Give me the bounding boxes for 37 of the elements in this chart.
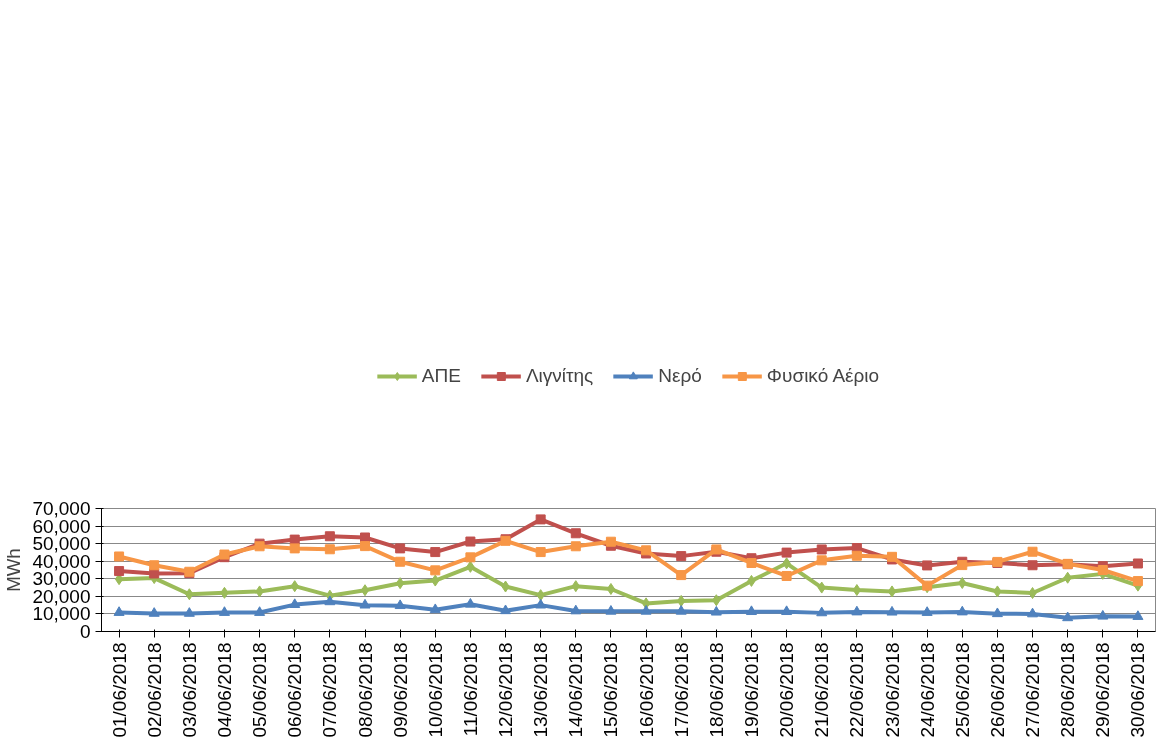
y-tick-label: 0 [79, 621, 91, 642]
x-tick-label: 18/06/2018 [705, 642, 727, 738]
x-tick-label: 04/06/2018 [213, 642, 235, 738]
x-tick-label: 17/06/2018 [670, 642, 692, 738]
x-tick-label: 21/06/2018 [811, 642, 833, 738]
x-tick-label: 12/06/2018 [495, 642, 517, 738]
x-tick-label: 19/06/2018 [740, 642, 762, 738]
legend-label: ΑΠΕ [421, 364, 461, 387]
x-tick-label: 22/06/2018 [846, 642, 868, 738]
y-axis-title: MWh [3, 548, 25, 592]
x-tick-label: 14/06/2018 [565, 642, 587, 738]
x-tick-label: 30/06/2018 [1127, 642, 1149, 738]
x-tick-label: 09/06/2018 [389, 642, 411, 738]
x-tick-label: 10/06/2018 [424, 642, 446, 738]
x-tick-label: 20/06/2018 [776, 642, 798, 738]
x-tick-label: 06/06/2018 [284, 642, 306, 738]
x-tick-label: 26/06/2018 [986, 642, 1008, 738]
x-tick-label: 24/06/2018 [916, 642, 938, 738]
x-tick-label: 16/06/2018 [635, 642, 657, 738]
x-tick-label: 03/06/2018 [178, 642, 200, 738]
x-tick-label: 05/06/2018 [249, 642, 271, 738]
x-tick-label: 01/06/2018 [108, 642, 130, 738]
x-tick-label: 25/06/2018 [951, 642, 973, 738]
x-tick-label: 11/06/2018 [459, 642, 481, 737]
x-tick-label: 07/06/2018 [319, 642, 341, 738]
x-tick-label: 15/06/2018 [600, 642, 622, 738]
x-tick-label: 02/06/2018 [143, 642, 165, 738]
legend-label: Νερό [658, 364, 702, 387]
x-tick-label: 28/06/2018 [1057, 642, 1079, 738]
x-tick-label: 29/06/2018 [1092, 642, 1114, 738]
x-tick-label: 08/06/2018 [354, 642, 376, 738]
y-tick-label: 70,000 [32, 498, 91, 519]
legend-label: Λιγνίτης [525, 364, 594, 387]
legend-label: Φυσικό Αέριο [766, 364, 880, 387]
x-tick-label: 13/06/2018 [530, 642, 552, 738]
x-tick-label: 23/06/2018 [881, 642, 903, 738]
x-tick-label: 27/06/2018 [1022, 642, 1044, 738]
